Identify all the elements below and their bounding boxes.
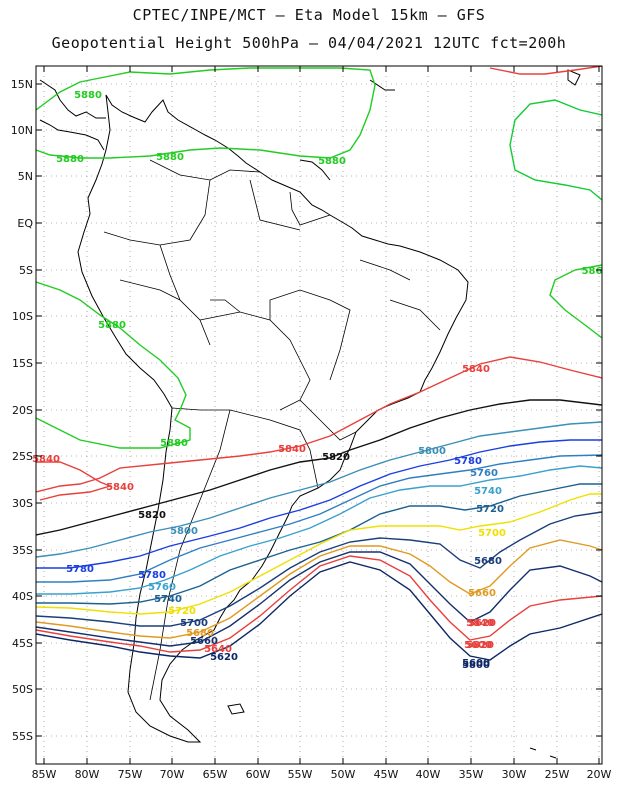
coastline-borders bbox=[39, 69, 581, 759]
lat-tick-label: 10S bbox=[12, 310, 33, 323]
contour-label: 5820 bbox=[138, 510, 166, 521]
contour-label: 5780 bbox=[454, 456, 482, 467]
contour-label: 5880 bbox=[74, 90, 102, 101]
lon-tick-label: 60W bbox=[246, 768, 271, 781]
contour-label: 5840 bbox=[32, 454, 60, 465]
contour-label: 5720 bbox=[476, 504, 504, 515]
lat-tick-label: 45S bbox=[12, 637, 33, 650]
contour-label: 5640 bbox=[204, 644, 232, 655]
lon-tick-label: 20W bbox=[587, 768, 612, 781]
lat-tick-label: EQ bbox=[17, 217, 33, 230]
south-atlantic-islands bbox=[529, 747, 557, 759]
contour-label: 5660 bbox=[468, 588, 496, 599]
geopotential-contours bbox=[36, 66, 602, 661]
contour-5800 bbox=[36, 421, 602, 558]
contour-label: 5840 bbox=[278, 444, 306, 455]
contour-5600 bbox=[36, 561, 602, 661]
lon-tick-label: 70W bbox=[160, 768, 185, 781]
contour-5780 bbox=[36, 439, 602, 569]
contour-label: 5880 bbox=[98, 320, 126, 331]
lon-tick-label: 25W bbox=[545, 768, 570, 781]
lat-tick-label: 35S bbox=[12, 544, 33, 557]
lat-tick-label: 5S bbox=[19, 264, 33, 277]
contour-label: 5680 bbox=[186, 628, 214, 639]
contour-label: 5840 bbox=[462, 364, 490, 375]
falkland-islands bbox=[227, 703, 245, 715]
contour-5740 bbox=[36, 465, 602, 595]
lon-tick-label: 80W bbox=[75, 768, 100, 781]
lon-tick-label: 55W bbox=[288, 768, 313, 781]
lat-tick-label: 15N bbox=[11, 78, 33, 91]
contour-label: 5880 bbox=[160, 438, 188, 449]
lat-tick-label: 55S bbox=[12, 730, 33, 743]
lat-tick-label: 30S bbox=[12, 497, 33, 510]
lat-tick-label: 10N bbox=[11, 124, 33, 137]
contour-label: 5720 bbox=[168, 606, 196, 617]
country-borders bbox=[103, 159, 441, 701]
contour-label: 5880 bbox=[318, 156, 346, 167]
contour-label: 5680 bbox=[474, 556, 502, 567]
contour-label: 5780 bbox=[66, 564, 94, 575]
contour-5840-top bbox=[489, 66, 602, 75]
contour-label: 5600 bbox=[464, 640, 492, 651]
map-subtitle: Geopotential Height 500hPa – 04/04/2021 … bbox=[51, 34, 567, 52]
contour-label: 5740 bbox=[474, 486, 502, 497]
contour-label: 5620 bbox=[468, 618, 496, 629]
contour-label: 5760 bbox=[470, 468, 498, 479]
lat-tick-label: 25S bbox=[12, 450, 33, 463]
contour-label: 5740 bbox=[154, 594, 182, 605]
contour-5700 bbox=[36, 493, 602, 615]
contour-label: 5800 bbox=[170, 526, 198, 537]
lat-tick-label: 15S bbox=[12, 357, 33, 370]
contour-5680 bbox=[36, 511, 602, 627]
contour-label: 5660 bbox=[190, 636, 218, 647]
contour-5760 bbox=[36, 454, 602, 583]
contour-5840-w-loop bbox=[36, 461, 113, 501]
central-america-coast bbox=[39, 69, 581, 181]
contour-label: 5800 bbox=[462, 660, 490, 671]
contour-5820 bbox=[36, 399, 602, 536]
lon-tick-label: 40W bbox=[416, 768, 441, 781]
lon-tick-label: 30W bbox=[502, 768, 527, 781]
contour-5840 bbox=[36, 356, 602, 493]
contour-label: 5820 bbox=[322, 452, 350, 463]
contour-5880-ne bbox=[509, 99, 602, 201]
axis-ticks: 15N 10N 5N EQ 5S 10S 15S 20S 25S 30S 35S 40S 45S 50S 5… bbox=[11, 66, 612, 781]
map-frame bbox=[35, 65, 603, 765]
contour-5660 bbox=[36, 539, 602, 639]
lon-tick-label: 65W bbox=[203, 768, 228, 781]
lon-tick-label: 50W bbox=[331, 768, 356, 781]
contour-5880-w bbox=[36, 281, 191, 449]
contour-label: 5700 bbox=[180, 618, 208, 629]
lat-tick-label: 40S bbox=[12, 590, 33, 603]
contour-label: 5620 bbox=[210, 652, 238, 663]
lon-tick-label: 45W bbox=[374, 768, 399, 781]
contour-label: 5600 bbox=[462, 658, 490, 669]
south-america-coast bbox=[77, 94, 469, 743]
contour-label: 5760 bbox=[148, 582, 176, 593]
contour-5620 bbox=[36, 555, 602, 653]
map-title: CPTEC/INPE/MCT – Eta Model 15km – GFS bbox=[132, 6, 486, 24]
contour-label: 5800 bbox=[418, 446, 446, 457]
contour-label: 5700 bbox=[478, 528, 506, 539]
lon-tick-label: 35W bbox=[459, 768, 484, 781]
lat-tick-label: 50S bbox=[12, 683, 33, 696]
contour-label: 5780 bbox=[138, 570, 166, 581]
lat-tick-label: 20S bbox=[12, 404, 33, 417]
lon-tick-label: 85W bbox=[32, 768, 57, 781]
contour-label: 586 bbox=[582, 266, 603, 277]
lon-tick-label: 75W bbox=[118, 768, 143, 781]
contour-label: 5880 bbox=[56, 154, 84, 165]
contour-label: 5880 bbox=[156, 152, 184, 163]
lat-tick-label: 5N bbox=[18, 170, 33, 183]
contour-5720 bbox=[36, 483, 602, 605]
contour-5880-e bbox=[549, 264, 602, 339]
contour-5640 bbox=[36, 551, 602, 647]
contour-label: 5840 bbox=[466, 618, 494, 629]
contour-label: 5840 bbox=[106, 482, 134, 493]
contour-label: 5820 bbox=[466, 640, 494, 651]
